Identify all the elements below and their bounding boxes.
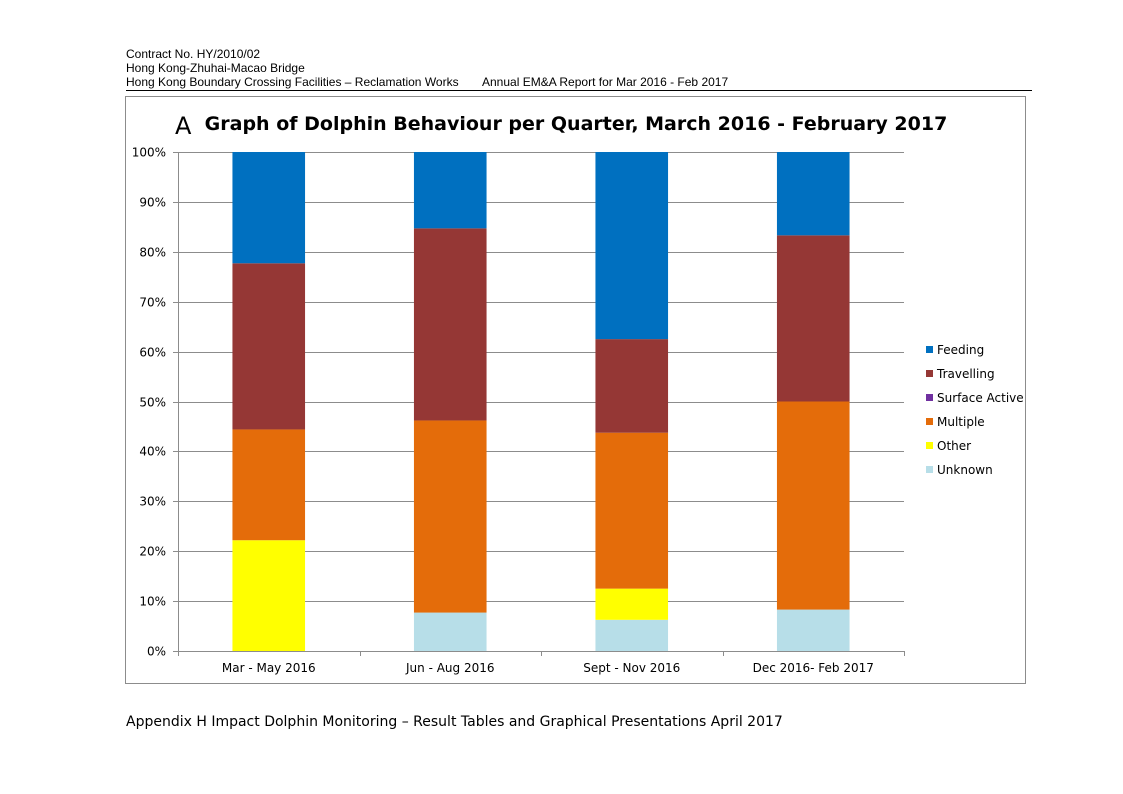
panel-letter: A [175,112,192,140]
legend: Feeding Travelling Surface Active Multiple O… [926,343,1024,477]
bar-stacks [232,152,850,651]
x-tick-label: Dec 2016- Feb 2017 [753,661,874,675]
bar-segment-feeding [413,152,487,229]
legend-label: Other [937,439,971,453]
bar-segment-feeding [595,152,669,340]
legend-label: Feeding [937,343,984,357]
legend-swatch [926,442,933,449]
y-tick-label: 50% [139,396,166,410]
header-works-name: Hong Kong Boundary Crossing Facilities –… [126,75,459,89]
chart-frame [125,96,1026,684]
legend-swatch [926,370,933,377]
y-axis: 0% 10% 20% 30% 40% 50% 60% 70% 80% 90% 100% [132,146,178,659]
y-tick-label: 10% [139,595,166,609]
x-axis: Mar - May 2016 Jun - Aug 2016 Sept - Nov 2… [178,651,905,675]
bar-segment-travelling [595,339,669,433]
y-tick-label: 70% [139,296,166,310]
bar-segment-travelling [776,235,850,402]
chart-title: Graph of Dolphin Behaviour per Quarter, … [205,113,948,135]
y-tick-label: 100% [132,146,166,160]
y-tick-label: 30% [139,495,166,509]
x-tick-label: Jun - Aug 2016 [405,661,495,675]
y-tick-label: 0% [147,645,166,659]
header-contract-no: Contract No. HY/2010/02 [126,47,261,61]
footer-text: Appendix H Impact Dolphin Monitoring – R… [126,714,783,730]
legend-label: Multiple [937,415,985,429]
y-tick-label: 60% [139,346,166,360]
bar-segment-other [595,588,669,620]
legend-swatch [926,346,933,353]
legend-label: Travelling [936,367,995,381]
y-tick-label: 90% [139,196,166,210]
bar-segment-multiple [413,420,487,613]
x-tick-label: Sept - Nov 2016 [583,661,680,675]
bar-segment-unknown [595,619,669,651]
header-report-name: Annual EM&A Report for Mar 2016 - Feb 20… [482,75,729,89]
bar-segment-other [232,540,306,651]
y-tick-label: 80% [139,246,166,260]
bar-segment-travelling [413,228,487,421]
header-line-3: Hong Kong Boundary Crossing Facilities –… [126,75,776,89]
y-tick-label: 20% [139,545,166,559]
legend-label: Surface Active [937,391,1024,405]
bar-segment-multiple [595,432,669,589]
legend-swatch [926,394,933,401]
header-rule [126,90,1032,91]
header-project-name: Hong Kong-Zhuhai-Macao Bridge [126,61,305,75]
bar-segment-multiple [232,429,306,541]
y-tick-label: 40% [139,445,166,459]
bar-segment-unknown [413,612,487,651]
legend-label: Unknown [937,463,993,477]
bar-segment-feeding [232,152,306,264]
bar-segment-unknown [776,609,850,651]
legend-swatch [926,418,933,425]
bar-segment-travelling [232,263,306,430]
legend-swatch [926,466,933,473]
bar-segment-feeding [776,152,850,236]
x-tick-label: Mar - May 2016 [222,661,316,675]
bar-segment-multiple [776,401,850,610]
